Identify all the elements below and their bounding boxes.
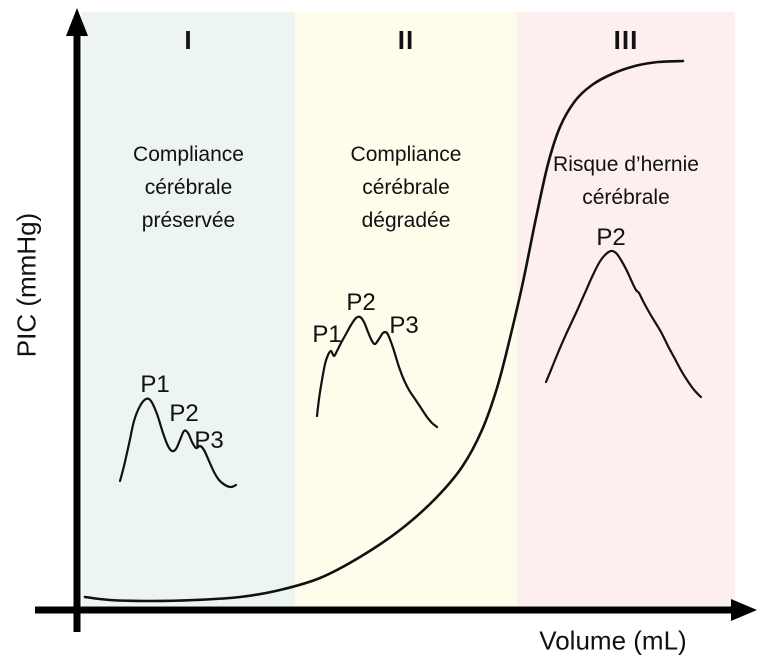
zone-3-line-1: Risque d’hernie — [553, 153, 699, 176]
zone-1-compliance-preserved: I Compliance cérébrale préservée — [82, 12, 295, 606]
zone-2-line-2: cérébrale — [362, 176, 450, 199]
y-axis-line — [73, 28, 81, 632]
peak-label-zone1-p2: P2 — [169, 400, 199, 427]
peak-label-zone3-p2: P2 — [596, 224, 626, 251]
peak-label-zone1-p3: P3 — [194, 427, 224, 454]
peak-label-zone2-p1: P1 — [312, 321, 342, 348]
zone-1-description: Compliance cérébrale préservée — [70, 138, 307, 237]
zone-1-line-1: Compliance — [133, 143, 244, 166]
peak-label-zone2-p2: P2 — [346, 289, 376, 316]
y-axis-label: PIC (mmHg) — [11, 212, 42, 358]
zone-2-numeral: II — [397, 25, 415, 55]
zone-3-description: Risque d’hernie cérébrale — [505, 148, 747, 214]
y-axis-arrowhead — [66, 8, 88, 36]
pressure-volume-curve — [83, 59, 685, 603]
x-axis-arrowhead — [731, 599, 757, 621]
icp-waveform-zone-1 — [118, 397, 238, 489]
zone-3-numeral: III — [613, 25, 639, 55]
zone-1-numeral: I — [184, 25, 193, 55]
zone-1-line-3: préservée — [141, 209, 236, 232]
icp-waveform-zone-2 — [315, 315, 439, 429]
x-axis-label: Volume (mL) — [539, 625, 687, 656]
zone-2-description: Compliance cérébrale dégradée — [283, 138, 529, 237]
x-axis-line — [35, 606, 738, 614]
zone-2-line-3: dégradée — [361, 209, 451, 232]
peak-label-zone1-p1: P1 — [140, 371, 170, 398]
zone-1-line-2: cérébrale — [144, 176, 233, 199]
zone-3-line-2: cérébrale — [582, 186, 670, 209]
zone-2-compliance-degraded: II Compliance cérébrale dégradée — [295, 12, 517, 606]
icp-waveform-zone-3 — [544, 249, 703, 399]
zone-2-line-1: Compliance — [350, 143, 462, 166]
peak-label-zone2-p3: P3 — [389, 312, 419, 339]
zone-3-herniation-risk: III Risque d’hernie cérébrale — [517, 12, 735, 606]
